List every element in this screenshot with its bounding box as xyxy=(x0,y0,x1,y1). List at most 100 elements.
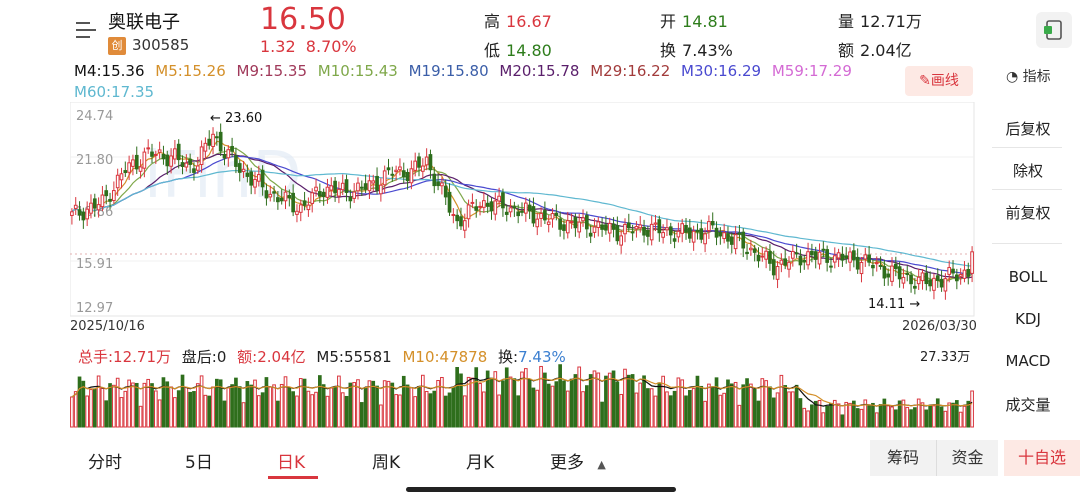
candle-body xyxy=(909,274,913,285)
volume-bar xyxy=(89,389,93,428)
volume-bar xyxy=(161,377,166,428)
volume-bar xyxy=(871,402,875,428)
candle-body xyxy=(73,204,78,209)
volume-bar xyxy=(943,410,948,428)
turnover-stat: 换 7.43% xyxy=(660,41,733,60)
volume-bar xyxy=(840,414,845,428)
volume-bar xyxy=(829,402,833,428)
volume-bar xyxy=(329,387,334,428)
candle-body xyxy=(554,212,559,216)
side-item-pre-adjust[interactable]: 前复权 xyxy=(1005,204,1051,222)
ma19-label: M19:15.80 xyxy=(408,62,489,80)
candlestick-chart[interactable]: iFinD 24.74 21.80 18.86 15.91 12.97 ← 23… xyxy=(70,102,976,332)
volume-bar xyxy=(935,398,940,428)
draw-line-button[interactable]: ✎画线 xyxy=(905,66,973,96)
divider xyxy=(992,189,1062,190)
candle-body xyxy=(115,174,120,189)
candle-body xyxy=(119,173,124,181)
volume-bar xyxy=(203,394,208,428)
candle-body xyxy=(123,170,128,174)
side-item-volume[interactable]: 成交量 xyxy=(1005,396,1051,414)
volume-bar xyxy=(428,393,433,428)
volume-bar xyxy=(482,391,486,428)
tab-weekly-k[interactable]: 周K xyxy=(372,453,401,473)
candle-body xyxy=(276,197,280,203)
volume-bar xyxy=(832,399,837,428)
candle-body xyxy=(226,149,231,159)
volume-bar xyxy=(295,395,299,428)
side-item-boll[interactable]: BOLL xyxy=(1008,268,1048,286)
candle-body xyxy=(279,197,284,202)
candle-body xyxy=(623,223,627,235)
candle-body xyxy=(577,221,582,233)
candle-body xyxy=(340,182,345,191)
volume-bar xyxy=(764,380,768,428)
add-watchlist-button[interactable]: 十自选 xyxy=(1004,440,1080,476)
tab-intraday[interactable]: 分时 xyxy=(88,453,122,473)
candle-body xyxy=(199,146,204,165)
volume-chart[interactable] xyxy=(70,360,976,430)
fullscreen-button[interactable] xyxy=(1036,12,1072,48)
volume-bar xyxy=(443,395,448,428)
tab-daily-k[interactable]: 日K xyxy=(277,453,306,473)
candle-body xyxy=(176,143,181,161)
volume-bar xyxy=(737,404,742,428)
volume-bar xyxy=(188,391,192,428)
volume-bar xyxy=(600,401,604,428)
candle-body xyxy=(165,154,170,167)
candle-body xyxy=(836,252,841,259)
volume-bar xyxy=(131,382,135,428)
volume-bar xyxy=(70,396,74,428)
high-stat: 高 16.67 xyxy=(484,12,552,31)
volume-bar xyxy=(146,378,151,428)
volume-bar xyxy=(249,384,254,428)
side-item-macd[interactable]: MACD xyxy=(1005,352,1051,370)
chips-button[interactable]: 筹码 xyxy=(870,440,936,476)
candle-body xyxy=(264,190,269,199)
volume-bar xyxy=(527,378,532,428)
candle-body xyxy=(237,163,242,173)
candle-body xyxy=(230,145,234,152)
candle-body xyxy=(638,224,643,229)
funds-button[interactable]: 资金 xyxy=(936,440,998,476)
y-tick-label: 15.91 xyxy=(76,257,113,272)
indicator-button[interactable]: ◔ 指标 xyxy=(1006,69,1051,85)
volume-bar xyxy=(543,372,547,428)
ma20-label: M20:15.78 xyxy=(499,62,580,80)
candle-body xyxy=(527,204,532,212)
tab-5day[interactable]: 5日 xyxy=(185,453,213,473)
volume-bar xyxy=(546,383,551,428)
volume-bar xyxy=(112,384,116,428)
candle-body xyxy=(737,232,742,235)
ma60-label: M60:17.35 xyxy=(74,83,155,101)
volume-bar xyxy=(825,405,829,428)
tab-more[interactable]: 更多 ▲ xyxy=(550,453,606,473)
candle-body xyxy=(859,261,864,275)
volume-bar xyxy=(710,386,715,428)
volume-bar xyxy=(466,376,471,428)
side-item-kdj[interactable]: KDJ xyxy=(1015,310,1041,328)
side-item-post-adjust[interactable]: 后复权 xyxy=(1005,120,1051,138)
candle-body xyxy=(440,182,444,187)
tab-monthly-k[interactable]: 月K xyxy=(466,453,495,473)
side-item-ex-rights[interactable]: 除权 xyxy=(1012,162,1043,180)
volume-bar xyxy=(657,382,662,428)
volume-bar xyxy=(806,410,810,428)
candle-body xyxy=(249,171,254,186)
volume-bar xyxy=(661,375,665,428)
volume-bar xyxy=(310,394,315,428)
candle-body xyxy=(600,224,604,230)
candle-body xyxy=(928,279,932,287)
volume-bar xyxy=(363,387,368,428)
volume-bar xyxy=(459,373,463,428)
candle-body xyxy=(462,220,467,231)
volume-bar xyxy=(157,399,162,428)
volume-bar xyxy=(516,395,521,428)
volume-bar xyxy=(741,384,746,428)
candle-body xyxy=(382,170,387,186)
candle-body xyxy=(745,251,749,255)
menu-icon[interactable] xyxy=(76,22,96,38)
volume-legend: 总手:12.71万 盘后:0 额:2.04亿 M5:55581 M10:4787… xyxy=(78,346,566,367)
volume-bar xyxy=(184,386,189,428)
candle-body xyxy=(779,259,784,265)
